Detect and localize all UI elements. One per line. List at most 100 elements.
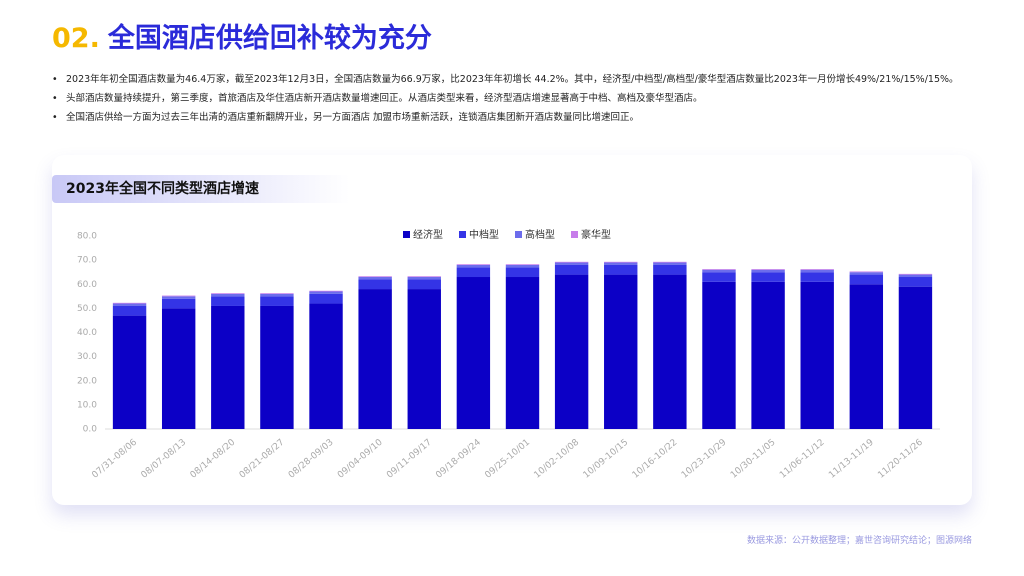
bar-segment [407, 276, 441, 278]
bar-segment [800, 269, 834, 270]
x-tick-label: 08/21-08/27 [238, 438, 287, 481]
bullet: 全国酒店供给一方面为过去三年出清的酒店重新翻牌开业，另一方面酒店 加盟市场重新活… [52, 108, 996, 127]
bar-segment [849, 271, 884, 273]
x-tick-label: 08/14-08/20 [189, 437, 238, 480]
bar-segment [211, 293, 245, 294]
bar-segment [161, 298, 196, 309]
section-number: 02. [52, 23, 100, 54]
bar-segment [260, 293, 294, 294]
bar-segment [505, 264, 540, 265]
bar-segment [702, 272, 736, 282]
bar-segment [161, 296, 196, 299]
x-tick-label: 09/04-09/10 [336, 437, 385, 480]
bar-segment [112, 303, 147, 306]
bar-segment [112, 305, 147, 316]
bar-segment [554, 264, 589, 275]
x-tick-label: 09/25-10/01 [483, 438, 532, 481]
legend-label: 经济型 [413, 228, 443, 241]
x-tick-label: 10/23-10/29 [680, 437, 729, 480]
bar-segment [849, 284, 884, 429]
x-tick-label: 11/13-11/19 [827, 437, 876, 480]
bar-segment [505, 277, 540, 429]
legend-label: 豪华型 [581, 228, 611, 241]
bar-segment [358, 279, 392, 290]
bar-segment [653, 261, 687, 263]
bar-segment [604, 264, 638, 275]
bar-segment [309, 290, 343, 292]
x-tick-label: 09/18-09/24 [434, 437, 483, 480]
bar-segment [604, 261, 638, 263]
bar-segment [505, 264, 540, 268]
bar-segment [751, 269, 785, 273]
bar-segment [604, 262, 638, 265]
source: 数据来源：公开数据整理；嘉世咨询研究结论；图源网络 [746, 536, 972, 546]
legend-label: 高档型 [525, 228, 555, 241]
bar-segment [849, 272, 884, 275]
x-tick-label: 07/31-08/06 [90, 437, 139, 480]
legend-swatch [403, 231, 410, 238]
x-tick-label: 10/02-10/08 [532, 437, 581, 480]
bar-segment [898, 273, 933, 275]
bar-segment [358, 277, 392, 280]
x-tick-label: 08/28-09/03 [287, 438, 336, 481]
bar-segment [407, 277, 441, 280]
bar-segment [800, 281, 834, 429]
x-tick-label: 08/07-08/13 [140, 438, 189, 481]
legend-label: 中档型 [469, 228, 499, 241]
bar-segment [260, 293, 294, 297]
bar-segment [751, 272, 785, 282]
bar-segment [702, 281, 736, 429]
bar-segment [505, 267, 540, 278]
bar-segment [161, 308, 196, 429]
bullets: 2023年年初全国酒店数量为46.4万家，截至2023年12月3日，全国酒店数量… [52, 70, 996, 127]
x-tick-label: 10/09-10/15 [582, 438, 631, 481]
y-tick-label: 10.0 [77, 400, 97, 410]
bar-segment [751, 281, 785, 429]
x-tick-label: 11/20-11/26 [876, 437, 925, 480]
x-tick-label: 09/11-09/17 [385, 438, 434, 481]
bar-segment [358, 276, 392, 278]
legend-swatch [571, 231, 578, 238]
bar-segment [554, 274, 589, 429]
bar-segment [554, 261, 589, 263]
bar-segment [898, 286, 933, 429]
bar-segment [456, 264, 491, 265]
bullet: 头部酒店数量持续提升，第三季度，首旅酒店及华住酒店新开酒店数量增速回正。从酒店类… [52, 89, 996, 108]
y-tick-label: 80.0 [77, 232, 97, 242]
bar-segment [653, 262, 687, 265]
bar-segment [112, 315, 147, 429]
bar-segment [407, 279, 441, 290]
x-tick-label: 10/16-10/22 [631, 438, 680, 481]
y-tick-label: 70.0 [77, 256, 97, 266]
bar-segment [554, 262, 589, 265]
header: 02. 全国酒店供给回补较为充分 [52, 16, 432, 55]
x-tick-label: 10/30-11/05 [729, 438, 778, 481]
page-title: 全国酒店供给回补较为充分 [107, 23, 432, 54]
bar-segment [358, 289, 392, 429]
bar-segment [898, 277, 933, 287]
x-tick-label: 11/06-11/12 [778, 438, 827, 481]
legend-swatch [459, 231, 466, 238]
chart-title: 2023年全国不同类型酒店增速 [52, 175, 350, 203]
bar-segment [456, 277, 491, 429]
bar-segment [211, 305, 245, 429]
y-tick-label: 20.0 [77, 376, 97, 386]
bar-segment [702, 269, 736, 273]
bar-segment [800, 269, 834, 273]
bar-segment [260, 296, 294, 306]
bar-segment [211, 296, 245, 306]
bar-segment [309, 293, 343, 304]
bar-segment [653, 264, 687, 275]
bar-segment [456, 267, 491, 278]
bar-segment [604, 274, 638, 429]
bar-segment [309, 291, 343, 294]
y-tick-label: 0.0 [83, 425, 98, 435]
bar-segment [849, 274, 884, 285]
bar-segment [751, 269, 785, 270]
bar-segment [309, 303, 343, 429]
y-tick-label: 40.0 [77, 328, 97, 338]
bar-segment [112, 302, 147, 304]
y-tick-label: 30.0 [77, 352, 97, 362]
bar-segment [653, 274, 687, 429]
